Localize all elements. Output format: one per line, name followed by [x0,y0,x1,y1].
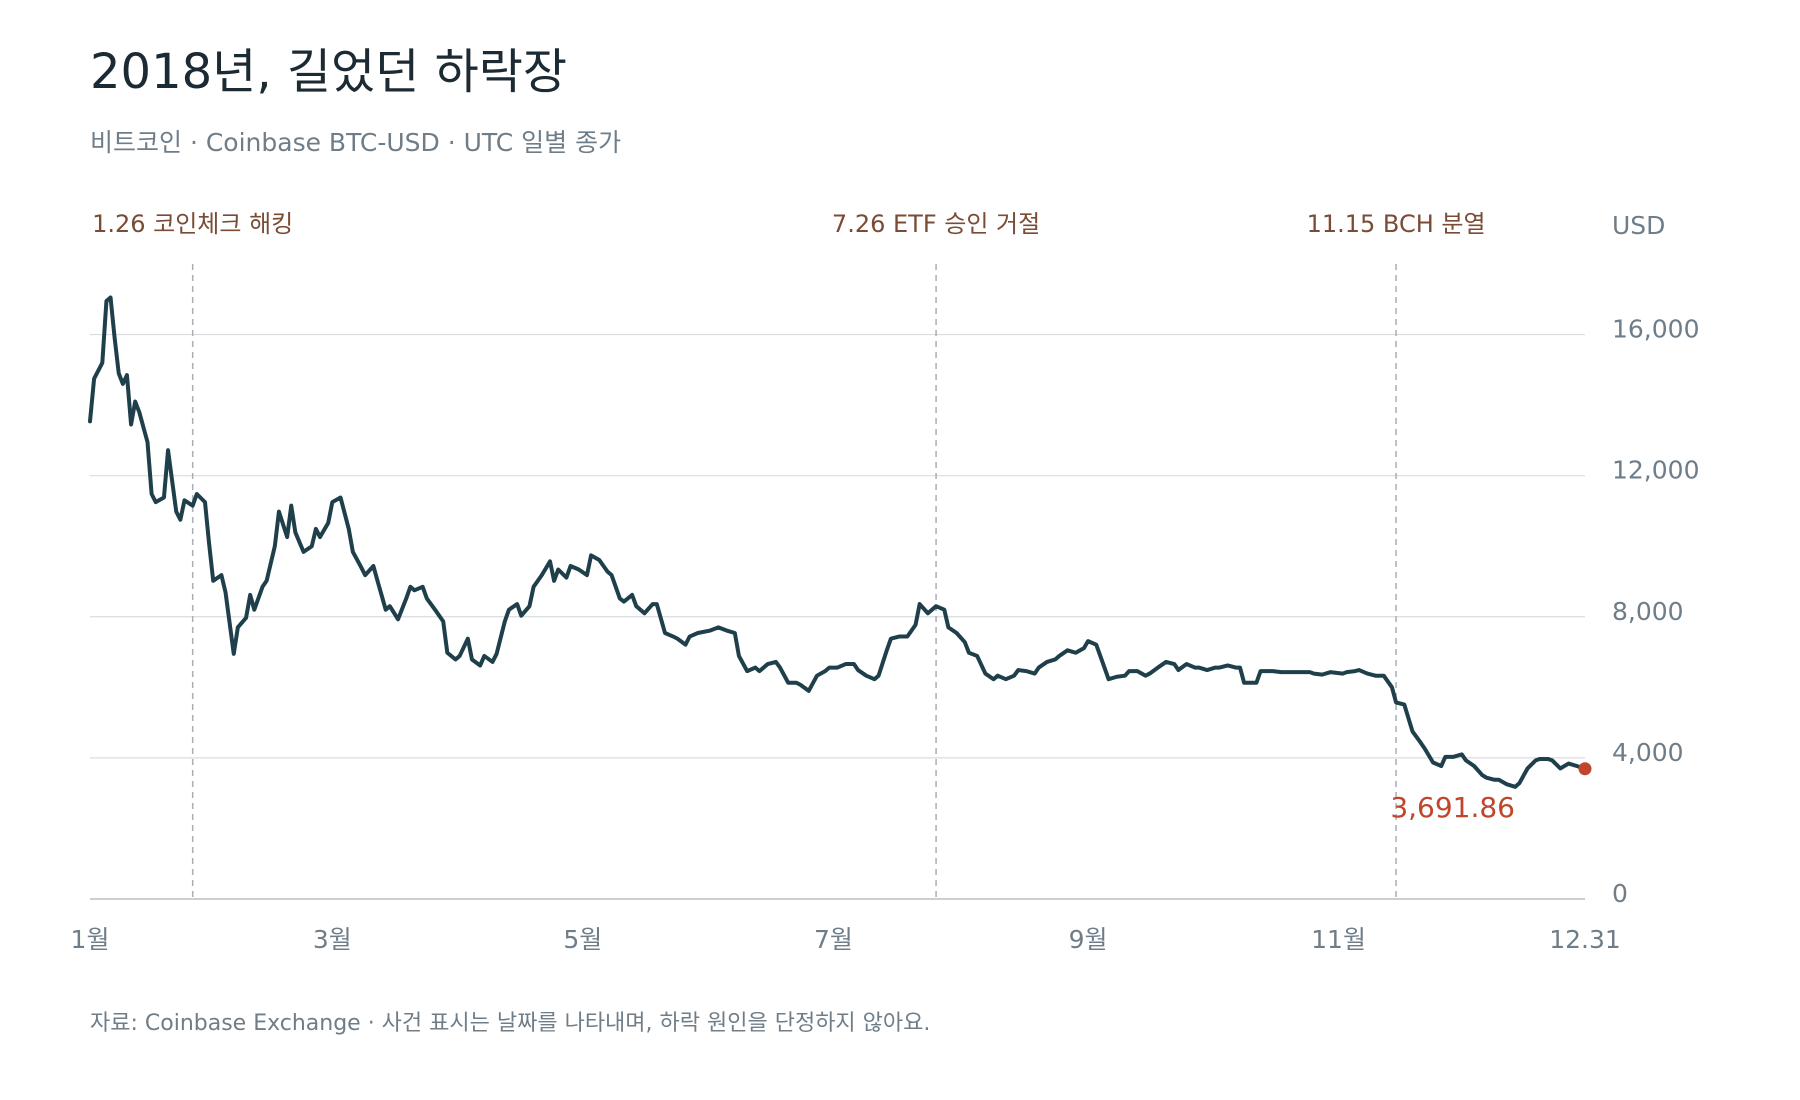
event-label: 7.26 ETF 승인 거절 [832,210,1040,238]
end-value-label: 3,691.86 [1390,791,1515,824]
event-label: 1.26 코인체크 해킹 [92,210,293,238]
y-tick-label: 12,000 [1612,456,1699,485]
y-tick-label: 8,000 [1612,597,1684,626]
x-tick-label: 11월 [1311,925,1366,954]
x-tick-label: 9월 [1069,925,1108,954]
x-tick-label: 12.31 [1549,925,1621,954]
chart-subtitle: 비트코인 · Coinbase BTC-USD · UTC 일별 종가 [90,128,621,157]
end-point [1578,762,1592,776]
x-tick-label: 3월 [313,925,352,954]
footer-note: 자료: Coinbase Exchange · 사건 표시는 날짜를 나타내며,… [90,1011,930,1036]
y-tick-label: 0 [1612,879,1628,908]
x-tick-label: 7월 [814,925,853,954]
x-tick-label: 1월 [71,925,110,954]
x-tick-label: 5월 [563,925,602,954]
event-label: 11.15 BCH 분열 [1307,210,1486,238]
y-tick-label: 4,000 [1612,738,1684,767]
y-tick-label: 16,000 [1612,315,1699,344]
price-line [88,295,1587,789]
y-axis-label: USD [1612,211,1665,240]
chart-title: 2018년, 길었던 하락장 [90,44,567,100]
